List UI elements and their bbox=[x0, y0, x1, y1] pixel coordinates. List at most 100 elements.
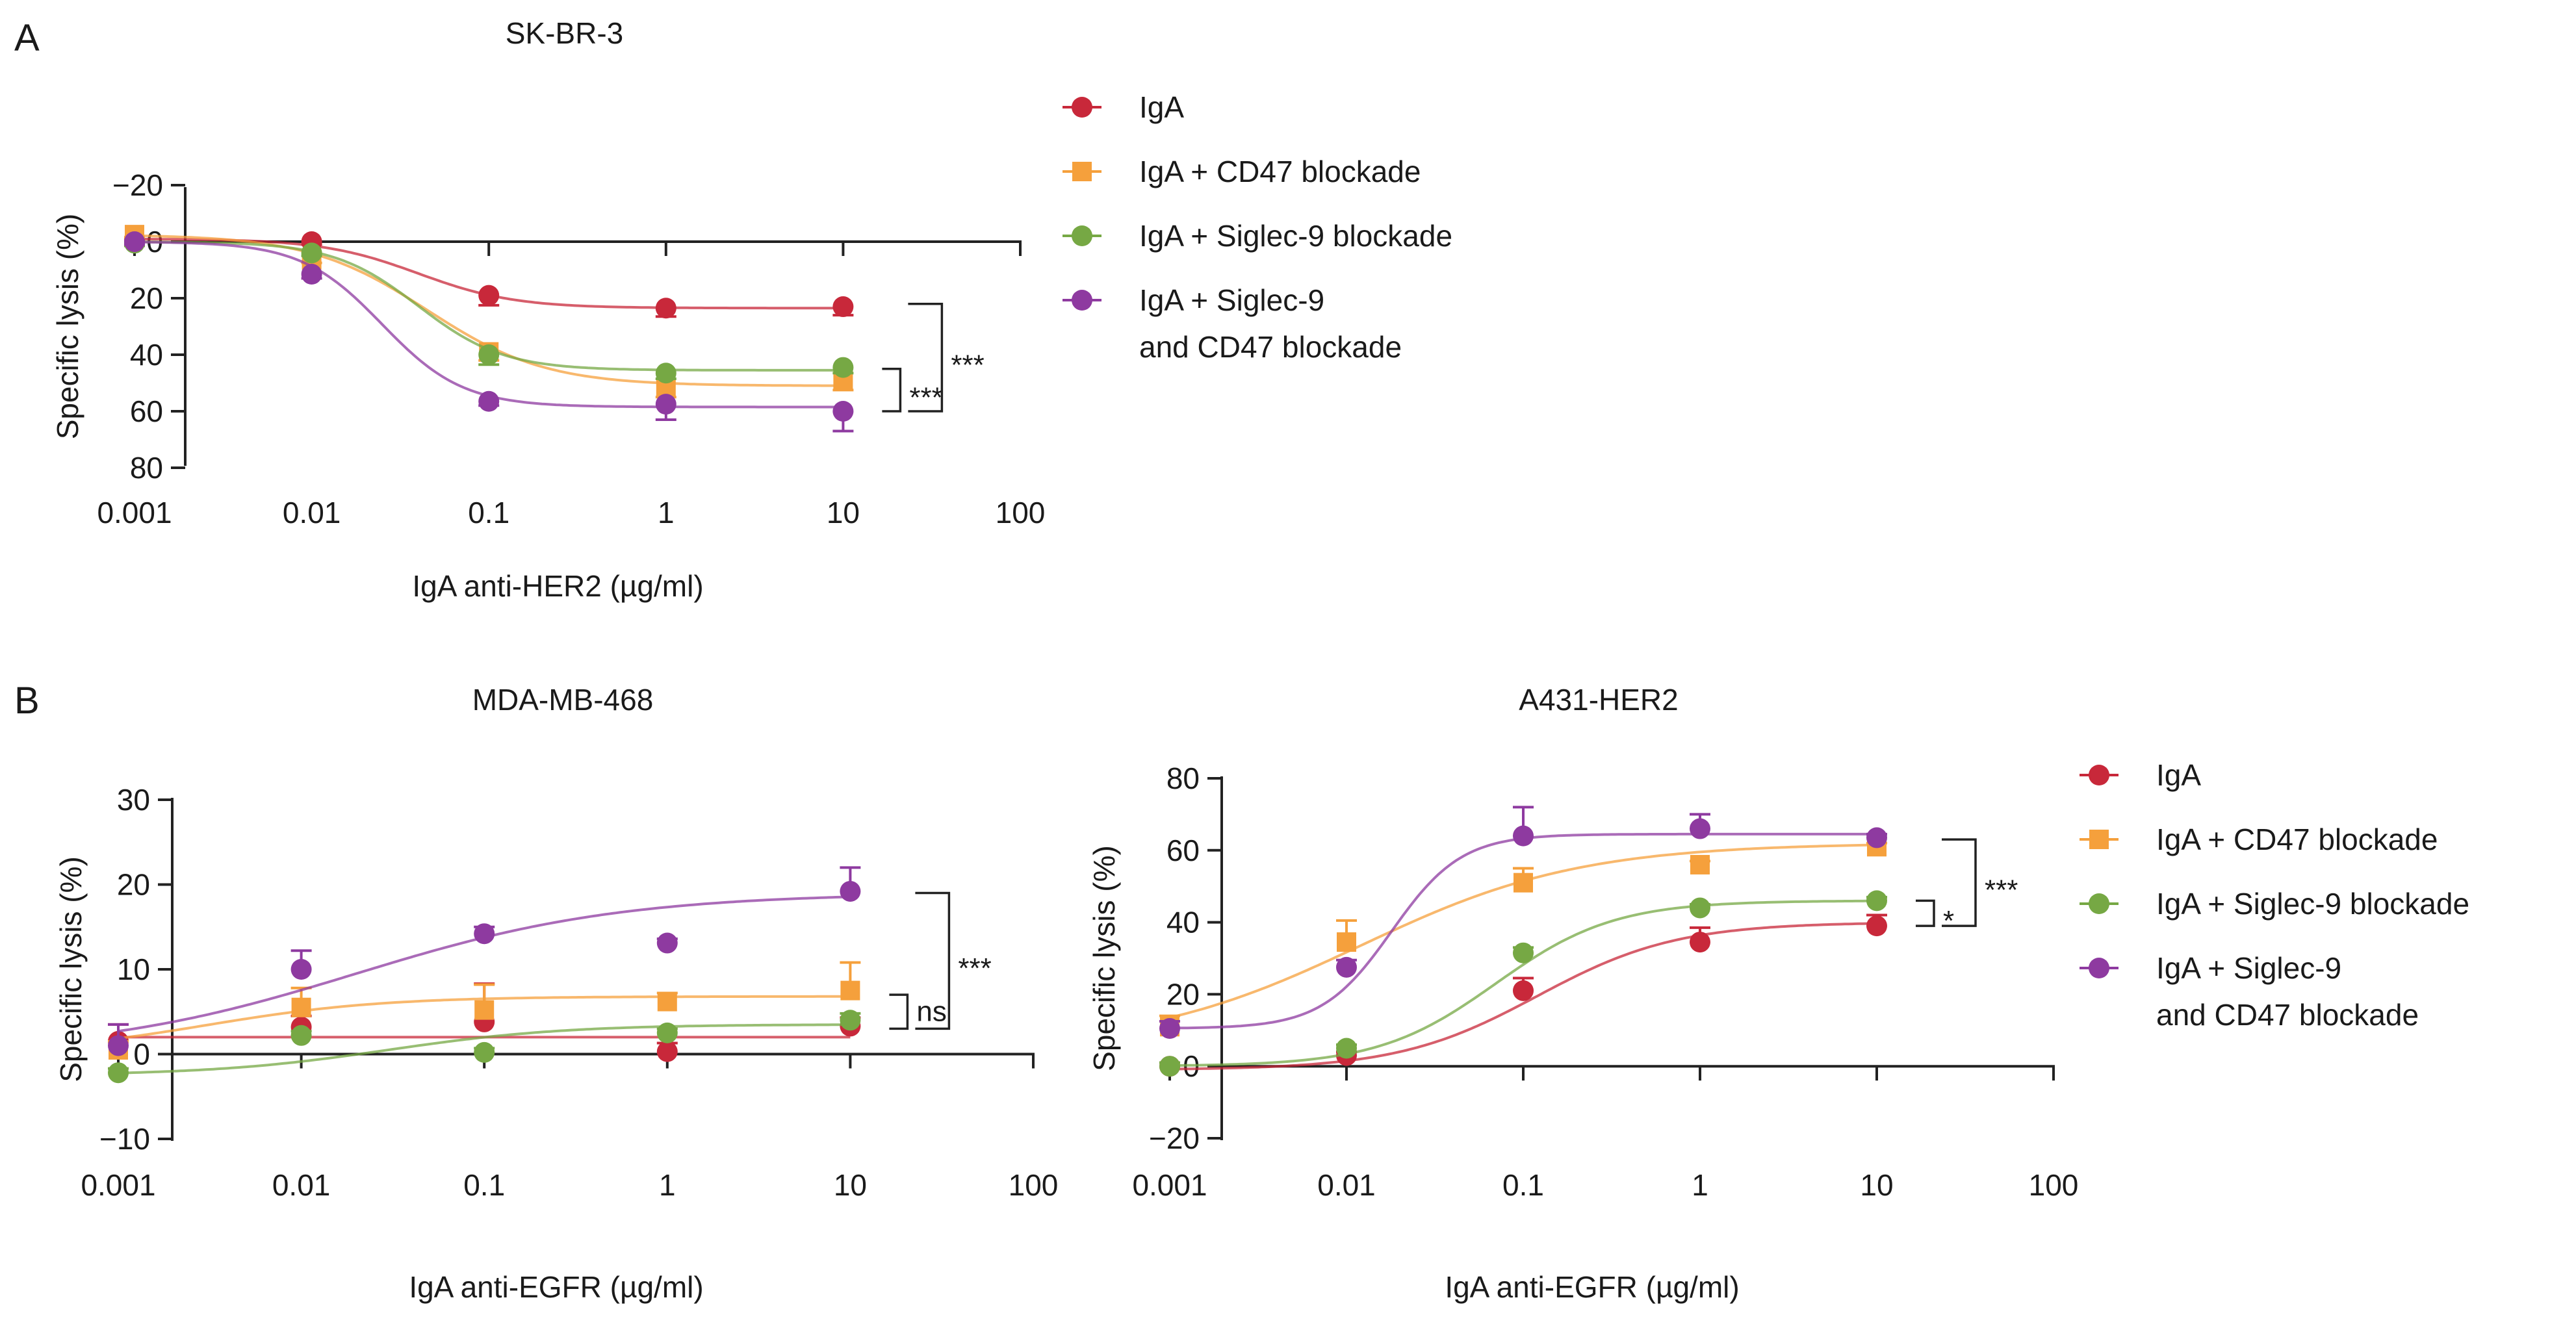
data-point bbox=[108, 1035, 129, 1056]
data-point bbox=[840, 1010, 861, 1031]
legend-marker bbox=[1072, 225, 1092, 246]
legend-marker bbox=[2089, 765, 2109, 785]
series-iga-siglec-9-and-cd47-blockade bbox=[1159, 806, 1887, 1039]
data-point bbox=[478, 390, 500, 412]
data-point bbox=[290, 1025, 312, 1046]
legend-item-iga-siglec-9-and-cd47-blockade: IgA + Siglec-9 and CD47 blockade bbox=[1063, 283, 1402, 364]
data-point bbox=[840, 880, 861, 902]
legend-label: IgA + Siglec-9 blockade bbox=[2156, 887, 2469, 921]
significance-bracket bbox=[915, 891, 951, 1030]
data-point bbox=[1159, 1056, 1180, 1077]
y-tick-label: 20 bbox=[1166, 977, 1200, 1011]
significance-label: *** bbox=[958, 952, 991, 984]
data-point bbox=[478, 285, 500, 306]
x-tick-label: 0.1 bbox=[463, 1168, 505, 1202]
x-tick-label: 0.01 bbox=[1317, 1168, 1376, 1202]
significance-label: ns bbox=[916, 995, 946, 1027]
significance-bracket bbox=[908, 302, 944, 413]
x-axis-label: IgA anti-EGFR (µg/ml) bbox=[409, 1270, 703, 1304]
data-point bbox=[478, 344, 500, 365]
y-tick-label: 80 bbox=[130, 451, 163, 485]
x-tick-label: 0.1 bbox=[1502, 1168, 1544, 1202]
significance-label: *** bbox=[1985, 874, 2018, 906]
series-iga-cd47-blockade bbox=[1159, 837, 1887, 1037]
x-tick-label: 10 bbox=[834, 1168, 867, 1202]
legend-marker bbox=[2089, 830, 2109, 849]
legend-marker bbox=[2089, 958, 2109, 978]
x-tick-label: 0.001 bbox=[97, 496, 172, 529]
data-point bbox=[1513, 942, 1534, 963]
data-point bbox=[474, 1041, 495, 1063]
data-point bbox=[655, 298, 676, 319]
fit-curve bbox=[135, 240, 844, 409]
data-point bbox=[290, 959, 312, 980]
legend-label: IgA + Siglec-9 bbox=[2156, 951, 2341, 985]
series-iga-siglec-9-blockade bbox=[1159, 890, 1887, 1077]
legend-label: and CD47 blockade bbox=[2156, 998, 2419, 1032]
significance-bracket bbox=[889, 993, 909, 1030]
series-iga-siglec-9-blockade bbox=[124, 233, 854, 384]
y-tick-label: 0 bbox=[133, 1038, 150, 1071]
y-tick-label: −10 bbox=[99, 1122, 150, 1156]
y-tick-label: 10 bbox=[117, 952, 150, 986]
y-tick-label: −20 bbox=[1149, 1121, 1200, 1155]
legend-item-iga: IgA bbox=[1063, 90, 1184, 124]
series-iga-siglec-9-and-cd47-blockade bbox=[124, 231, 854, 433]
series-iga-siglec-9-and-cd47-blockade bbox=[108, 866, 861, 1056]
data-point bbox=[656, 1022, 678, 1043]
x-tick-label: 1 bbox=[659, 1168, 676, 1202]
y-axis-label: Specific lysis (%) bbox=[51, 214, 84, 440]
x-tick-label: 1 bbox=[658, 496, 675, 529]
significance-bracket bbox=[882, 368, 902, 413]
legend-label: and CD47 blockade bbox=[1139, 330, 1402, 364]
data-point bbox=[301, 242, 322, 264]
y-axis-label: Specific lysis (%) bbox=[1087, 845, 1121, 1071]
chart-title: MDA-MB-468 bbox=[472, 683, 654, 717]
chart-mda-mb-468: MDA-MB-468 −10 0 10 20 30 Specific lysis (%) 0.… bbox=[54, 683, 1058, 1304]
x-tick-label: 0.01 bbox=[272, 1168, 331, 1202]
data-point bbox=[1690, 932, 1710, 953]
data-point bbox=[1513, 825, 1534, 847]
x-tick-label: 0.1 bbox=[468, 496, 509, 529]
y-tick-label: 30 bbox=[117, 783, 150, 817]
series-iga bbox=[1159, 913, 1887, 1077]
data-point bbox=[108, 1062, 129, 1084]
y-tick-label: 40 bbox=[130, 338, 163, 372]
legend-label: IgA + CD47 blockade bbox=[2156, 822, 2438, 856]
data-point bbox=[1336, 956, 1357, 978]
y-tick-label: 60 bbox=[130, 394, 163, 428]
data-point bbox=[656, 932, 678, 954]
data-point bbox=[1690, 854, 1710, 874]
data-point bbox=[474, 1000, 495, 1020]
data-point bbox=[832, 401, 854, 422]
x-tick-label: 10 bbox=[827, 496, 860, 529]
data-point bbox=[832, 357, 854, 378]
fit-curve bbox=[1169, 922, 1877, 1071]
x-tick-label: 100 bbox=[2029, 1168, 2079, 1202]
legend-item-iga: IgA bbox=[2080, 758, 2201, 792]
data-point bbox=[1866, 890, 1887, 912]
data-point bbox=[1513, 980, 1534, 1001]
data-point bbox=[1336, 1038, 1357, 1059]
significance-bracket bbox=[1942, 838, 1977, 927]
x-tick-label: 1 bbox=[1692, 1168, 1708, 1202]
data-point bbox=[1690, 818, 1710, 839]
series-iga-cd47-blockade bbox=[108, 961, 861, 1060]
series-iga-siglec-9-blockade bbox=[108, 1010, 861, 1084]
data-point bbox=[655, 363, 676, 384]
fit-curve bbox=[118, 1023, 851, 1075]
x-axis-label: IgA anti-EGFR (µg/ml) bbox=[1445, 1270, 1739, 1304]
y-tick-label: −20 bbox=[112, 168, 163, 202]
data-point bbox=[1690, 897, 1710, 919]
significance-label: *** bbox=[909, 381, 942, 413]
data-point bbox=[655, 394, 676, 415]
legend-item-iga-cd47-blockade: IgA + CD47 blockade bbox=[2080, 822, 2438, 856]
data-point bbox=[474, 923, 495, 945]
x-tick-label: 0.001 bbox=[81, 1168, 155, 1202]
y-tick-label: 80 bbox=[1166, 761, 1200, 795]
panel-label-b: B bbox=[14, 680, 40, 722]
legend-item-iga-siglec-9-blockade: IgA + Siglec-9 blockade bbox=[1063, 219, 1452, 253]
